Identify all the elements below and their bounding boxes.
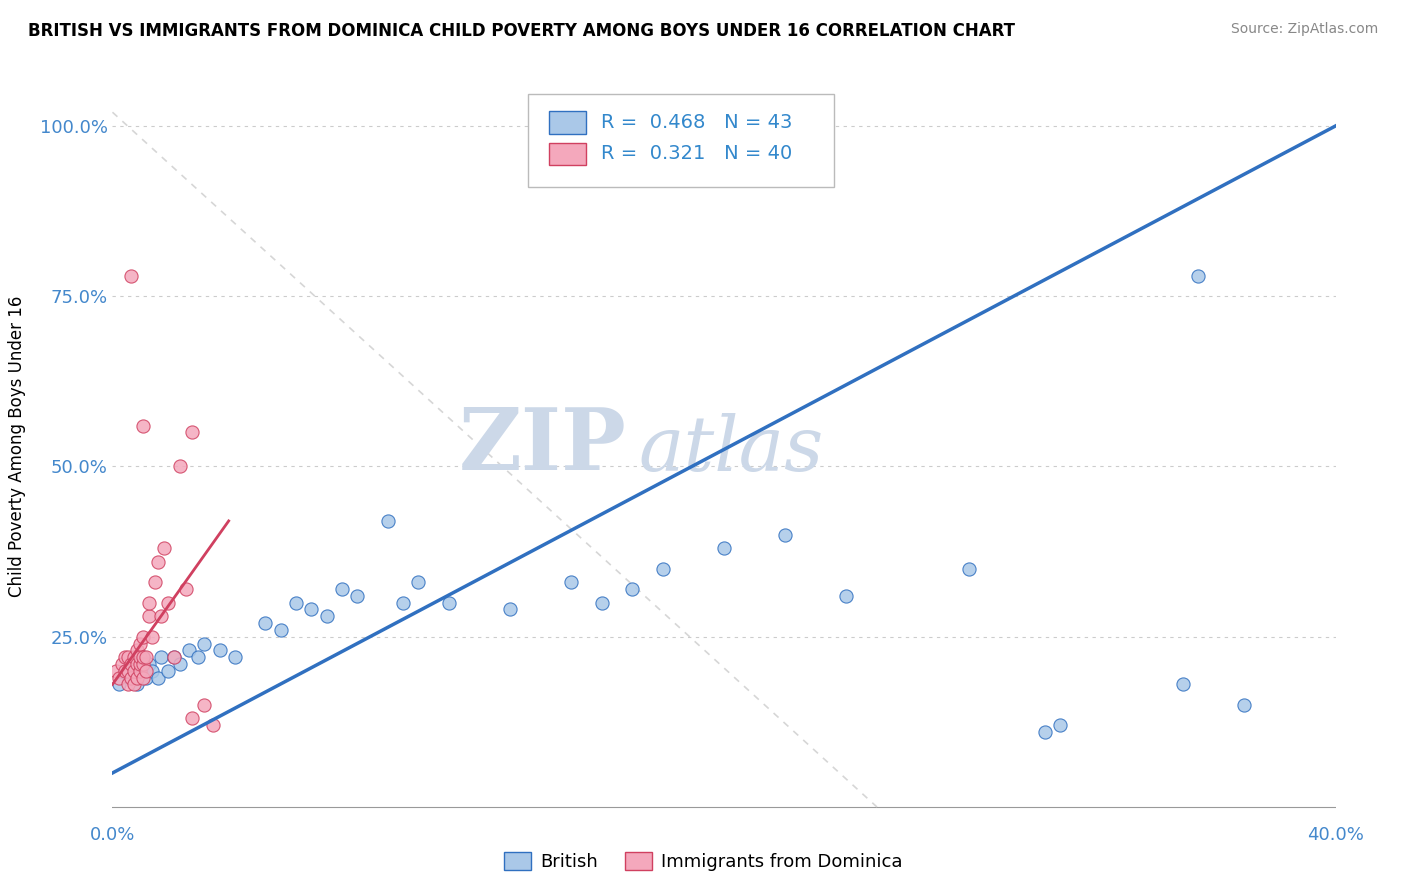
Point bbox=[107, 671, 129, 685]
Point bbox=[132, 650, 155, 665]
FancyBboxPatch shape bbox=[529, 94, 834, 187]
Y-axis label: Child Poverty Among Boys Under 16: Child Poverty Among Boys Under 16 bbox=[7, 295, 25, 597]
Point bbox=[129, 636, 152, 650]
Point bbox=[177, 643, 200, 657]
Point bbox=[125, 643, 148, 657]
Point bbox=[122, 650, 145, 665]
Point bbox=[330, 582, 353, 596]
Point bbox=[138, 609, 160, 624]
Point bbox=[114, 650, 136, 665]
Point bbox=[148, 555, 170, 569]
Point bbox=[129, 664, 152, 678]
Bar bbox=[550, 112, 586, 134]
Point bbox=[129, 657, 152, 671]
Point bbox=[1049, 718, 1071, 732]
Point bbox=[652, 561, 675, 575]
Point bbox=[120, 268, 142, 283]
Point bbox=[125, 677, 148, 691]
Point bbox=[1033, 725, 1056, 739]
Text: BRITISH VS IMMIGRANTS FROM DOMINICA CHILD POVERTY AMONG BOYS UNDER 16 CORRELATIO: BRITISH VS IMMIGRANTS FROM DOMINICA CHIL… bbox=[28, 22, 1015, 40]
Text: Source: ZipAtlas.com: Source: ZipAtlas.com bbox=[1230, 22, 1378, 37]
Point bbox=[150, 650, 173, 665]
Point bbox=[775, 527, 797, 541]
Point bbox=[122, 664, 145, 678]
Point bbox=[1187, 268, 1209, 283]
Point bbox=[104, 664, 127, 678]
Point bbox=[117, 677, 139, 691]
Point bbox=[156, 664, 179, 678]
Point bbox=[499, 602, 522, 616]
Point bbox=[141, 664, 163, 678]
Point bbox=[377, 514, 399, 528]
Point bbox=[957, 561, 980, 575]
Point bbox=[202, 718, 225, 732]
Point bbox=[129, 664, 152, 678]
Bar bbox=[550, 143, 586, 165]
Point bbox=[284, 596, 308, 610]
Point bbox=[713, 541, 735, 556]
Point bbox=[181, 425, 204, 440]
Point bbox=[169, 459, 191, 474]
Point bbox=[117, 664, 139, 678]
Point bbox=[835, 589, 858, 603]
Point bbox=[153, 541, 176, 556]
Point bbox=[315, 609, 337, 624]
Point bbox=[174, 582, 197, 596]
Point bbox=[135, 664, 157, 678]
Point bbox=[120, 671, 142, 685]
Point bbox=[143, 575, 166, 590]
Point bbox=[193, 636, 215, 650]
Point bbox=[560, 575, 582, 590]
Point bbox=[114, 664, 136, 678]
Point bbox=[117, 650, 139, 665]
Point bbox=[125, 657, 148, 671]
Point bbox=[125, 671, 148, 685]
Point bbox=[122, 657, 145, 671]
Point bbox=[1171, 677, 1194, 691]
Point bbox=[138, 596, 160, 610]
Text: R =  0.468   N = 43: R = 0.468 N = 43 bbox=[600, 112, 792, 132]
Point bbox=[129, 650, 152, 665]
Point bbox=[208, 643, 231, 657]
Point bbox=[299, 602, 322, 616]
Point bbox=[132, 671, 155, 685]
Point bbox=[169, 657, 191, 671]
Point bbox=[120, 671, 142, 685]
Point bbox=[114, 664, 136, 678]
Point bbox=[270, 623, 292, 637]
Point bbox=[122, 677, 145, 691]
Point bbox=[1233, 698, 1256, 712]
Point bbox=[437, 596, 460, 610]
Point bbox=[111, 657, 134, 671]
Point bbox=[132, 657, 155, 671]
Point bbox=[150, 609, 173, 624]
Legend: British, Immigrants from Dominica: British, Immigrants from Dominica bbox=[496, 845, 910, 879]
Text: R =  0.321   N = 40: R = 0.321 N = 40 bbox=[600, 145, 792, 163]
Point bbox=[120, 657, 142, 671]
Point bbox=[408, 575, 430, 590]
Text: atlas: atlas bbox=[638, 413, 824, 487]
Point bbox=[138, 657, 160, 671]
Point bbox=[132, 418, 155, 433]
Point bbox=[591, 596, 613, 610]
Point bbox=[148, 671, 170, 685]
Point bbox=[187, 650, 209, 665]
Point bbox=[135, 650, 157, 665]
Point bbox=[163, 650, 186, 665]
Point bbox=[346, 589, 368, 603]
Point bbox=[181, 711, 204, 725]
Point bbox=[621, 582, 644, 596]
Point bbox=[224, 650, 246, 665]
Point bbox=[107, 677, 129, 691]
Point bbox=[163, 650, 186, 665]
Text: ZIP: ZIP bbox=[458, 404, 626, 488]
Point bbox=[156, 596, 179, 610]
Point bbox=[135, 671, 157, 685]
Point bbox=[254, 616, 277, 631]
Point bbox=[392, 596, 415, 610]
Point bbox=[141, 630, 163, 644]
Point bbox=[132, 630, 155, 644]
Point bbox=[193, 698, 215, 712]
Point bbox=[132, 650, 155, 665]
